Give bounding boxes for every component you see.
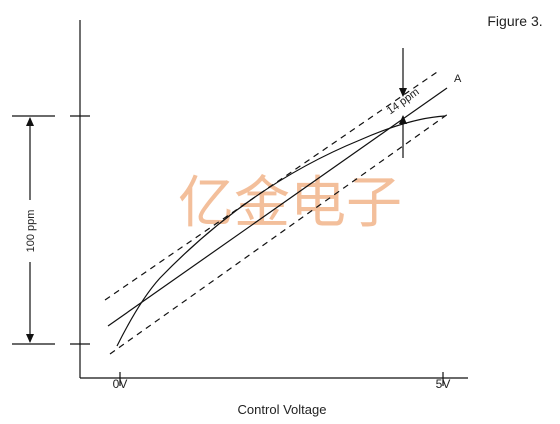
x-axis-title: Control Voltage <box>238 402 327 417</box>
plot-lines <box>104 69 449 355</box>
x-label: 5V <box>436 377 451 391</box>
figure-label: Figure 3. <box>487 13 542 29</box>
watermark: 亿金电子 <box>178 171 402 234</box>
label-bg <box>22 200 38 262</box>
range-dimension <box>12 115 55 345</box>
x-label: 0V <box>113 377 128 391</box>
axes <box>70 20 468 386</box>
range-label: 100 ppm <box>25 210 37 253</box>
line-label: A <box>454 73 462 85</box>
